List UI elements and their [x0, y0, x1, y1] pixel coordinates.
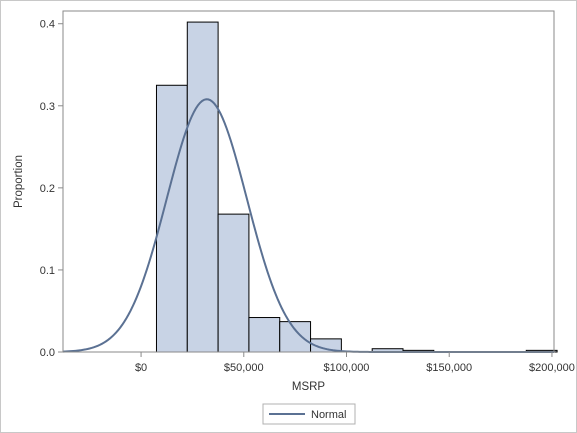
histogram-bar	[217, 213, 250, 353]
plot-area-frame	[62, 10, 555, 353]
histogram-bar	[186, 21, 219, 353]
x-axis-title: MSRP	[292, 381, 326, 393]
y-tick-label: 0.0	[40, 347, 55, 359]
y-tick-label: 0.4	[40, 19, 55, 31]
x-tick-label: $200,000	[529, 362, 575, 374]
y-axis-title: Proportion	[13, 155, 25, 208]
x-tick-label: $0	[135, 362, 147, 374]
x-tick-label: $50,000	[224, 362, 264, 374]
y-tick-label: 0.2	[40, 183, 55, 195]
y-tick-label: 0.1	[40, 265, 55, 277]
x-axis-ticks: $0 $50,000 $100,000 $150,000 $200,000	[135, 352, 575, 374]
legend-box	[262, 403, 356, 425]
histogram-bar	[248, 317, 281, 353]
y-tick-label: 0.3	[40, 101, 55, 113]
histogram-bars	[155, 21, 558, 353]
x-tick-label: $100,000	[324, 362, 370, 374]
histogram-bar	[279, 321, 312, 353]
normal-curve	[62, 98, 554, 353]
legend: Normal	[262, 403, 356, 425]
normal-curve-layer	[62, 98, 554, 353]
legend-label-normal: Normal	[311, 409, 346, 421]
x-tick-label: $150,000	[426, 362, 472, 374]
y-axis-ticks: 0.0 0.1 0.2 0.3 0.4	[40, 19, 63, 359]
